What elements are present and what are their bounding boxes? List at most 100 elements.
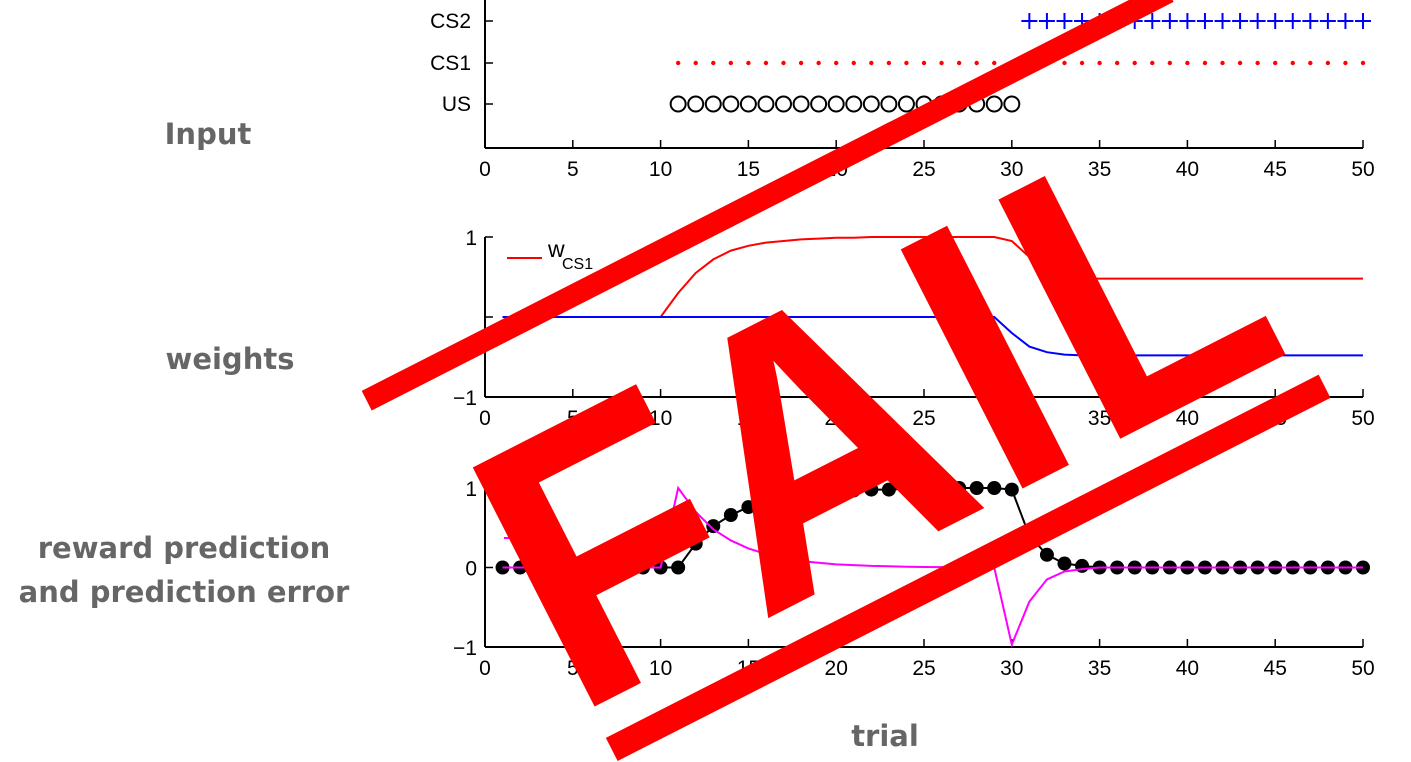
x-tick-label: 35 xyxy=(1088,158,1111,181)
x-tick-label: 20 xyxy=(825,407,848,430)
x-tick-label: 20 xyxy=(825,657,848,680)
data-point xyxy=(934,481,949,495)
point xyxy=(851,60,856,66)
point xyxy=(1325,60,1331,66)
point xyxy=(704,95,722,113)
point xyxy=(810,95,828,113)
point xyxy=(1343,60,1348,66)
point xyxy=(1097,60,1102,66)
point xyxy=(845,95,863,113)
data-point xyxy=(688,536,703,551)
x-tick-label: 0 xyxy=(479,657,491,680)
point xyxy=(1062,60,1067,66)
x-tick-label: 25 xyxy=(912,657,935,680)
data-point xyxy=(864,482,879,497)
x-tick-label: 0 xyxy=(479,407,491,430)
point xyxy=(985,95,1003,113)
point xyxy=(904,60,909,66)
point xyxy=(693,60,698,66)
y-tick-label: US xyxy=(442,93,471,116)
x-tick-label: 30 xyxy=(1000,657,1023,680)
point xyxy=(728,60,734,66)
point xyxy=(862,95,880,113)
point xyxy=(746,60,751,66)
stamp-bar-bottom xyxy=(605,374,1331,762)
x-tick-label: 40 xyxy=(1176,407,1199,430)
y-tick-label: 1 xyxy=(465,227,477,250)
point xyxy=(1237,60,1243,66)
point xyxy=(775,95,793,113)
point xyxy=(827,95,845,113)
series-line-1 xyxy=(502,316,1363,357)
series-cs2 xyxy=(1021,13,1371,29)
series-line-0 xyxy=(502,236,1363,318)
point xyxy=(675,60,681,66)
x-tick-label: 25 xyxy=(912,407,935,430)
point xyxy=(939,60,944,66)
data-point xyxy=(987,481,1002,495)
point xyxy=(687,95,705,113)
data-point xyxy=(1004,482,1019,497)
point xyxy=(1167,60,1173,66)
data-point xyxy=(899,481,914,496)
x-tick-label: 5 xyxy=(567,657,579,680)
data-point xyxy=(794,487,809,502)
data-point xyxy=(1057,556,1072,571)
point xyxy=(834,60,839,66)
x-tick-label: 0 xyxy=(479,158,491,181)
legend-marker xyxy=(515,499,529,513)
label-reward-prediction: reward prediction and prediction error xyxy=(0,526,384,614)
point xyxy=(1132,60,1137,66)
x-tick-label: 45 xyxy=(1264,158,1287,181)
data-point xyxy=(723,508,738,523)
point xyxy=(1360,60,1366,66)
point xyxy=(792,95,810,113)
data-point xyxy=(829,484,844,499)
point xyxy=(1290,60,1295,66)
x-tick-label: 30 xyxy=(1000,407,1023,430)
point xyxy=(1273,60,1278,66)
point xyxy=(880,95,898,113)
x-tick-label: 35 xyxy=(1088,407,1111,430)
point xyxy=(974,60,979,66)
x-tick-label: 5 xyxy=(567,158,579,181)
x-tick-label: 15 xyxy=(737,158,760,181)
x-tick-label: 10 xyxy=(649,158,672,181)
point xyxy=(781,60,786,66)
point xyxy=(1202,60,1208,66)
point xyxy=(1255,60,1260,66)
data-point xyxy=(758,494,773,509)
x-tick-label: 45 xyxy=(1264,657,1287,680)
legend-label: w xyxy=(547,236,565,262)
y-tick-label: CS2 xyxy=(430,10,471,33)
point xyxy=(869,60,874,66)
stamp-bar-top xyxy=(361,0,1174,411)
y-tick-label: 0 xyxy=(465,558,477,581)
data-point xyxy=(706,519,721,534)
series-cs1 xyxy=(675,60,1366,66)
y-tick-label: −1 xyxy=(453,387,477,410)
point xyxy=(816,60,821,66)
point xyxy=(1185,60,1190,66)
point xyxy=(1150,60,1155,66)
series-line-1 xyxy=(502,485,1363,648)
point xyxy=(956,60,962,66)
point xyxy=(1220,60,1225,66)
point xyxy=(1114,60,1120,66)
x-tick-label: 50 xyxy=(1351,158,1374,181)
data-point xyxy=(917,481,931,496)
x-tick-label: 10 xyxy=(649,657,672,680)
point xyxy=(763,60,769,66)
data-point xyxy=(881,482,896,497)
x-tick-label: 50 xyxy=(1351,657,1374,680)
label-trial: trial xyxy=(851,719,919,753)
point xyxy=(921,60,927,66)
point xyxy=(739,95,757,113)
data-point xyxy=(671,560,686,575)
x-tick-label: 5 xyxy=(567,407,579,430)
point xyxy=(669,95,687,113)
point xyxy=(886,60,892,66)
data-point xyxy=(846,483,861,498)
label-rpe-line2: and prediction error xyxy=(18,575,350,609)
